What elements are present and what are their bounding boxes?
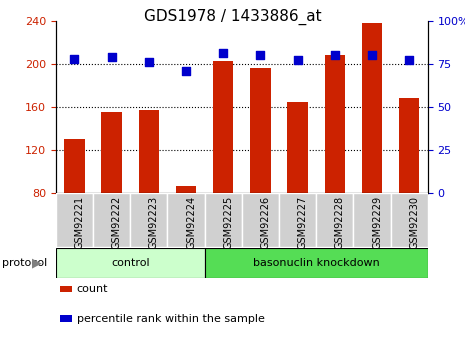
Bar bbox=[205, 193, 242, 247]
Text: GSM92227: GSM92227 bbox=[298, 196, 308, 249]
Point bbox=[368, 52, 376, 58]
Bar bbox=[64, 139, 85, 193]
Point bbox=[108, 54, 115, 60]
Point bbox=[405, 58, 413, 63]
Bar bbox=[399, 98, 419, 193]
Text: GDS1978 / 1433886_at: GDS1978 / 1433886_at bbox=[144, 9, 321, 25]
Text: protocol: protocol bbox=[2, 258, 47, 268]
Text: GSM92223: GSM92223 bbox=[149, 196, 159, 249]
Text: GSM92230: GSM92230 bbox=[409, 196, 419, 249]
Text: GSM92222: GSM92222 bbox=[112, 196, 122, 249]
Bar bbox=[325, 55, 345, 193]
Text: GSM92225: GSM92225 bbox=[223, 196, 233, 249]
Bar bbox=[279, 193, 316, 247]
Bar bbox=[93, 193, 130, 247]
Bar bbox=[56, 248, 205, 278]
Point bbox=[219, 51, 227, 56]
Point bbox=[257, 52, 264, 58]
Text: percentile rank within the sample: percentile rank within the sample bbox=[77, 314, 265, 324]
Bar bbox=[130, 193, 167, 247]
Text: count: count bbox=[77, 284, 108, 294]
Text: control: control bbox=[111, 258, 150, 268]
Text: GSM92224: GSM92224 bbox=[186, 196, 196, 249]
Text: GSM92229: GSM92229 bbox=[372, 196, 382, 249]
Bar bbox=[353, 193, 391, 247]
Text: basonuclin knockdown: basonuclin knockdown bbox=[253, 258, 379, 268]
Text: ▶: ▶ bbox=[32, 257, 42, 270]
Bar bbox=[287, 101, 308, 193]
Bar bbox=[101, 112, 122, 193]
Point bbox=[145, 59, 153, 65]
Bar bbox=[56, 193, 93, 247]
Bar bbox=[362, 23, 382, 193]
Text: GSM92228: GSM92228 bbox=[335, 196, 345, 249]
Bar bbox=[213, 61, 233, 193]
Bar bbox=[316, 193, 353, 247]
Point bbox=[71, 56, 78, 61]
Bar bbox=[242, 193, 279, 247]
Point bbox=[331, 52, 339, 58]
Bar bbox=[205, 248, 428, 278]
Point bbox=[294, 58, 301, 63]
Point bbox=[182, 68, 190, 73]
Bar bbox=[391, 193, 428, 247]
Bar bbox=[139, 110, 159, 193]
Text: GSM92226: GSM92226 bbox=[260, 196, 271, 249]
Bar bbox=[176, 186, 196, 193]
Bar bbox=[250, 68, 271, 193]
Bar bbox=[167, 193, 205, 247]
Text: GSM92221: GSM92221 bbox=[74, 196, 85, 249]
